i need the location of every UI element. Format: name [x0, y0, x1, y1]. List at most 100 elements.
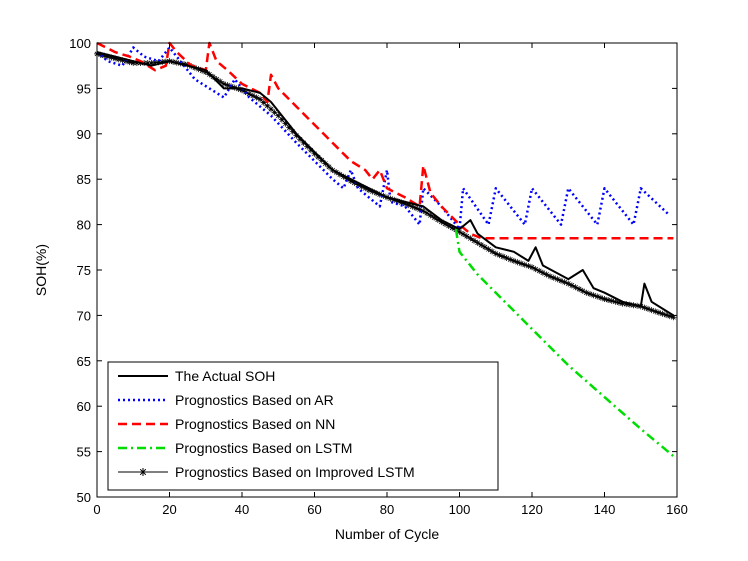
star-marker — [471, 237, 477, 244]
y-tick-label: 55 — [77, 445, 91, 460]
legend-label-2: Prognostics Based on NN — [175, 416, 335, 432]
legend-label-1: Prognostics Based on AR — [175, 392, 334, 408]
y-tick-label: 90 — [77, 127, 91, 142]
star-marker — [510, 257, 517, 264]
star-marker — [550, 274, 557, 281]
star-marker — [518, 260, 525, 267]
star-marker — [108, 54, 115, 61]
star-marker — [568, 282, 575, 289]
star-marker — [576, 286, 583, 293]
star-marker — [619, 300, 626, 307]
star-marker — [112, 55, 119, 62]
star-marker — [489, 248, 496, 255]
star-marker — [224, 82, 231, 89]
legend-label-0: The Actual SOH — [175, 368, 275, 384]
star-marker — [257, 96, 264, 103]
x-tick-label: 160 — [666, 502, 688, 517]
star-marker — [648, 307, 655, 314]
star-marker — [529, 264, 535, 271]
star-marker — [300, 139, 307, 146]
star-marker — [438, 218, 445, 225]
star-marker — [590, 292, 597, 299]
star-marker — [199, 67, 206, 74]
star-marker — [115, 56, 122, 63]
star-marker — [485, 246, 492, 253]
y-tick-label: 50 — [77, 490, 91, 505]
star-marker — [561, 279, 568, 286]
star-marker — [427, 212, 434, 219]
star-marker — [249, 92, 256, 99]
x-tick-label: 60 — [307, 502, 321, 517]
star-marker — [449, 224, 456, 231]
star-marker — [282, 120, 289, 127]
star-marker — [358, 183, 365, 190]
y-tick-label: 80 — [77, 218, 91, 233]
ticks-layer: 0 20 40 60 80 100 120 140 160 50 55 60 65 70 75 80 85 90 9… — [69, 36, 688, 517]
y-tick-label: 60 — [77, 399, 91, 414]
star-marker — [536, 267, 543, 274]
star-marker — [456, 228, 463, 235]
star-marker — [431, 214, 438, 221]
star-marker — [616, 299, 622, 306]
star-marker — [663, 311, 670, 318]
star-marker — [525, 263, 532, 270]
y-tick-label: 85 — [77, 172, 91, 187]
star-marker — [355, 181, 361, 188]
star-marker — [467, 235, 474, 242]
star-marker — [478, 241, 485, 248]
star-marker — [597, 294, 604, 301]
star-marker — [655, 309, 662, 316]
y-tick-label: 75 — [77, 263, 91, 278]
star-marker — [369, 188, 376, 195]
star-marker — [539, 269, 546, 276]
star-marker — [420, 207, 427, 214]
star-marker — [130, 59, 137, 66]
star-marker — [503, 255, 510, 262]
star-marker — [558, 277, 564, 284]
y-tick-label: 70 — [77, 308, 91, 323]
x-axis-title: Number of Cycle — [335, 526, 439, 542]
star-marker — [275, 112, 282, 119]
star-marker — [405, 202, 412, 209]
star-marker — [460, 231, 467, 238]
star-marker — [554, 276, 561, 283]
star-marker — [289, 128, 296, 135]
star-marker — [155, 59, 162, 66]
star-marker — [304, 143, 311, 150]
star-marker — [398, 199, 405, 206]
star-marker — [583, 289, 590, 296]
star-marker — [362, 185, 369, 192]
star-marker — [416, 206, 423, 213]
star-marker — [547, 273, 554, 280]
star-marker — [587, 290, 593, 297]
y-tick-label: 100 — [69, 36, 91, 51]
x-tick-label: 80 — [380, 502, 394, 517]
star-marker — [514, 259, 521, 266]
star-marker — [394, 198, 401, 205]
star-marker — [601, 296, 608, 303]
star-marker — [351, 179, 358, 186]
x-tick-label: 140 — [594, 502, 616, 517]
star-marker — [104, 53, 111, 60]
star-marker — [463, 233, 470, 240]
star-marker — [220, 80, 227, 87]
series-line-2 — [96, 41, 674, 240]
star-marker — [652, 308, 659, 315]
x-tick-label: 100 — [449, 502, 471, 517]
star-marker — [101, 52, 108, 59]
y-tick-label: 95 — [77, 81, 91, 96]
series-line-3 — [454, 228, 675, 458]
star-marker — [434, 216, 441, 223]
series-line-0 — [96, 51, 674, 317]
star-marker — [608, 297, 615, 304]
x-tick-label: 0 — [93, 502, 100, 517]
star-marker — [409, 203, 416, 210]
star-marker — [347, 178, 354, 185]
star-marker — [612, 298, 619, 305]
star-marker — [481, 244, 488, 251]
star-marker — [641, 304, 648, 311]
legend: The Actual SOH Prognostics Based on AR Pro… — [107, 361, 499, 491]
star-marker — [474, 239, 481, 246]
series-layer — [94, 41, 677, 458]
star-marker — [423, 210, 430, 217]
